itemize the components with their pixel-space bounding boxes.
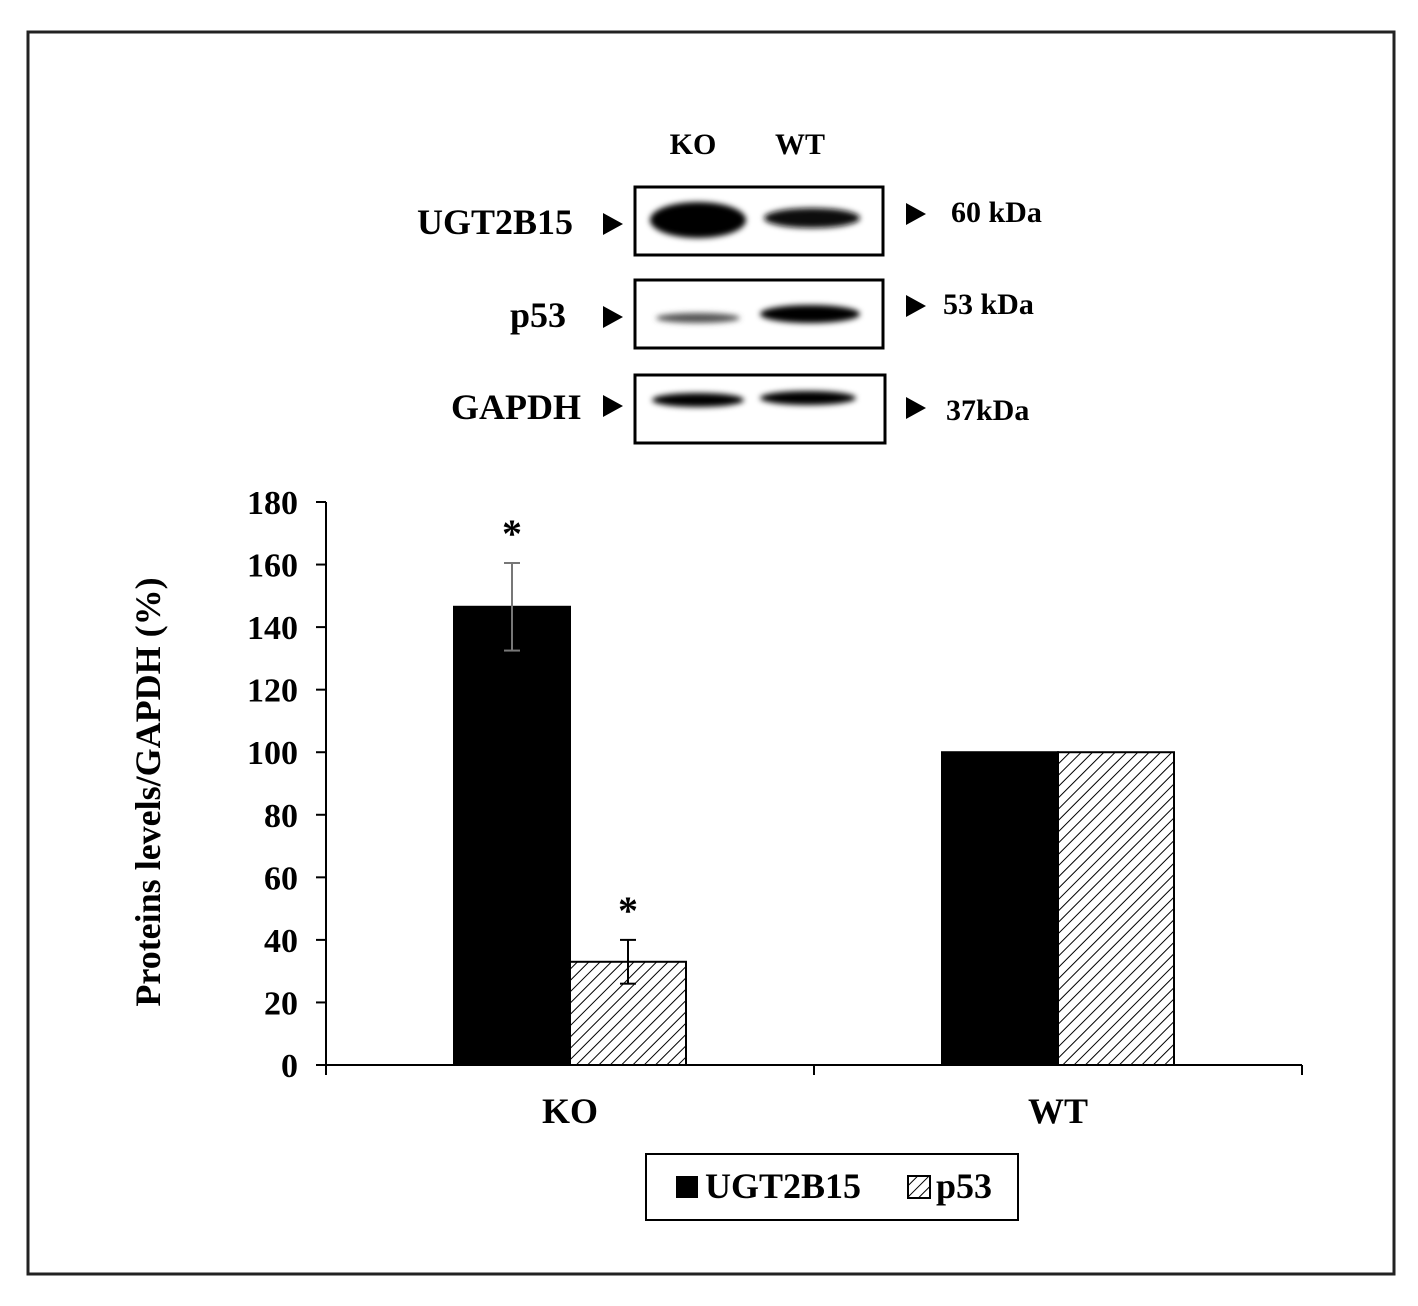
legend-swatch-ugt2b15 — [676, 1176, 698, 1198]
blot-protein-label-p53: p53 — [510, 295, 566, 335]
band-p53-ko — [656, 313, 740, 323]
y-tick-label: 20 — [264, 985, 298, 1022]
bar-chart: Proteins levels/GAPDH (%) 0 20 40 60 80 100 12… — [128, 485, 1303, 1131]
arrow-right-icon — [906, 203, 926, 225]
western-blot: KO WT UGT2B15 60 kDa p53 53 kDa GAPDH 37… — [417, 128, 1042, 445]
legend: UGT2B15 p53 — [645, 1153, 1019, 1221]
legend-label-p53: p53 — [936, 1166, 992, 1206]
y-tick-label: 80 — [264, 798, 298, 835]
y-tick-label: 100 — [247, 735, 298, 772]
band-gapdh-ko — [652, 393, 744, 407]
bar-ugt2b15-wt — [941, 751, 1059, 1066]
arrow-right-icon — [603, 395, 623, 417]
y-tick-label: 40 — [264, 923, 298, 960]
y-axis-title: Proteins levels/GAPDH (%) — [128, 577, 168, 1006]
blot-protein-label-gapdh: GAPDH — [451, 387, 581, 427]
y-tick-label: 60 — [264, 860, 298, 897]
blot-marker-37kda: 37kDa — [946, 394, 1029, 427]
blot-marker-60kda: 60 kDa — [951, 196, 1042, 229]
band-p53-wt — [760, 305, 860, 323]
x-tick-label: KO — [542, 1091, 598, 1131]
bar-p53-wt — [1057, 751, 1175, 1066]
y-axis: 0 20 40 60 80 100 120 140 160 180 — [247, 485, 327, 1085]
band-ugt2b15-wt — [764, 208, 860, 228]
blot-box-gapdh — [633, 373, 887, 445]
significance-marker: * — [502, 511, 522, 556]
y-tick-label: 0 — [281, 1048, 298, 1085]
x-axis: KO WT — [325, 1064, 1303, 1131]
y-tick-label: 180 — [247, 485, 298, 522]
legend-swatch-p53 — [907, 1175, 931, 1199]
band-ugt2b15-ko — [650, 202, 746, 238]
x-tick-label: WT — [1028, 1091, 1088, 1131]
y-tick-label: 140 — [247, 610, 298, 647]
blot-protein-label-ugt2b15: UGT2B15 — [417, 202, 573, 242]
significance-marker: * — [618, 888, 638, 933]
arrow-right-icon — [906, 295, 926, 317]
legend-label-ugt2b15: UGT2B15 — [705, 1166, 861, 1206]
figure-frame — [26, 30, 1396, 1276]
bars: ** — [453, 511, 1175, 1067]
legend-box — [645, 1153, 1019, 1221]
y-tick-label: 120 — [247, 673, 298, 710]
bar-ugt2b15-ko — [453, 605, 571, 1067]
arrow-right-icon — [603, 306, 623, 328]
arrow-right-icon — [603, 213, 623, 235]
arrow-right-icon — [906, 397, 926, 419]
y-tick-label: 160 — [247, 548, 298, 585]
lane-label-ko: KO — [670, 128, 717, 161]
lane-label-wt: WT — [775, 128, 825, 161]
band-gapdh-wt — [760, 391, 856, 405]
blot-marker-53kda: 53 kDa — [943, 288, 1034, 321]
